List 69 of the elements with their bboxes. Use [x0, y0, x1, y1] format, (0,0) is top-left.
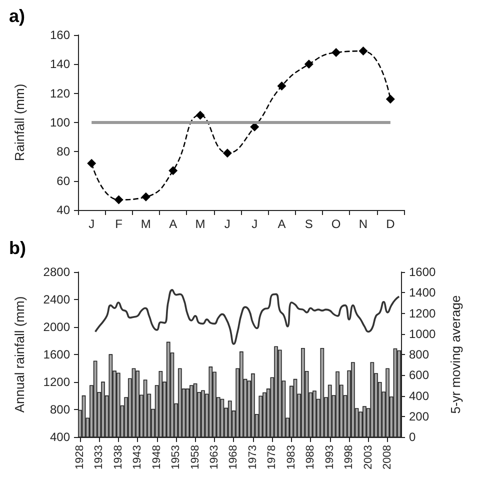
point: [304, 60, 314, 69]
y-tick-label: 40: [56, 203, 70, 217]
x-tick-label: 1938: [112, 445, 124, 470]
x-tick-label: M: [195, 217, 206, 231]
x-tick-label: 2003: [362, 445, 374, 470]
x-tick-label: 1973: [246, 445, 259, 470]
point: [386, 94, 395, 104]
x-tick-label: 1953: [170, 445, 182, 470]
point: [168, 166, 178, 176]
x-tick-label: 1998: [343, 445, 356, 470]
y-tick-label: 100: [50, 116, 70, 130]
point: [222, 148, 232, 158]
point: [277, 82, 286, 91]
y-tick-label: 2000: [43, 320, 70, 334]
point: [358, 46, 368, 56]
chart-title: a): [9, 6, 26, 26]
y-axis-title: Rainfall (mm): [12, 84, 27, 162]
y-tick-label: 2800: [43, 265, 70, 279]
point: [141, 192, 150, 202]
point: [87, 158, 96, 168]
x-tick-label: 1963: [208, 445, 221, 470]
y2-tick-label: 200: [409, 409, 430, 424]
y2-axis-title: 5-yr moving average: [448, 295, 463, 414]
x-tick-label: 1958: [189, 445, 202, 470]
line-series: [94, 289, 400, 345]
y-tick-label: 800: [50, 402, 70, 416]
y-tick-label: 60: [56, 174, 70, 188]
x-tick-label: 2008: [382, 445, 394, 470]
x-tick-label: 1933: [93, 445, 106, 470]
x-tick-label: S: [304, 217, 313, 231]
y2-tick-label: 1200: [409, 306, 436, 320]
point: [114, 195, 124, 204]
y2-tick-label: 800: [409, 348, 430, 362]
chart-title: b): [9, 238, 26, 258]
x-tick-label: A: [278, 217, 286, 231]
y2-tick-label: 0: [409, 430, 416, 444]
x-tick-label: 1988: [304, 445, 317, 470]
y2-tick-label: 1600: [409, 265, 436, 279]
x-tick-label: D: [386, 217, 396, 231]
x-tick-label: J: [224, 217, 230, 231]
x-tick-label: O: [331, 217, 341, 231]
y2-tick-label: 400: [409, 388, 430, 403]
x-tick-label: A: [169, 217, 178, 231]
x-tick-label: J: [88, 217, 95, 231]
point: [196, 110, 205, 120]
x-tick-label: 1948: [150, 445, 163, 470]
y2-tick-label: 600: [409, 368, 430, 382]
x-tick-label: 1968: [228, 445, 240, 470]
y-axis-title: Annual rainfall (mm): [12, 296, 27, 413]
y-tick-label: 1200: [43, 375, 70, 389]
y-tick-label: 140: [50, 57, 70, 72]
x-tick-label: N: [358, 217, 368, 231]
x-tick-label: M: [140, 217, 151, 231]
x-tick-label: F: [115, 217, 122, 231]
y2-tick-label: 1400: [409, 286, 436, 300]
y-tick-label: 400: [50, 430, 70, 444]
x-tick-label: 1983: [285, 445, 298, 470]
x-tick-label: J: [252, 217, 258, 231]
point: [332, 48, 341, 57]
x-tick-label: 1978: [266, 445, 278, 470]
y-tick-label: 120: [50, 86, 70, 100]
x-tick-label: 1993: [324, 445, 336, 470]
y-tick-label: 2400: [43, 292, 70, 306]
y-tick-label: 80: [56, 144, 70, 159]
x-tick-label: 1943: [132, 445, 144, 470]
y2-tick-label: 1000: [409, 326, 436, 341]
y-tick-label: 1600: [43, 348, 70, 362]
x-tick-label: 1928: [74, 445, 86, 470]
y-tick-label: 160: [50, 28, 70, 42]
